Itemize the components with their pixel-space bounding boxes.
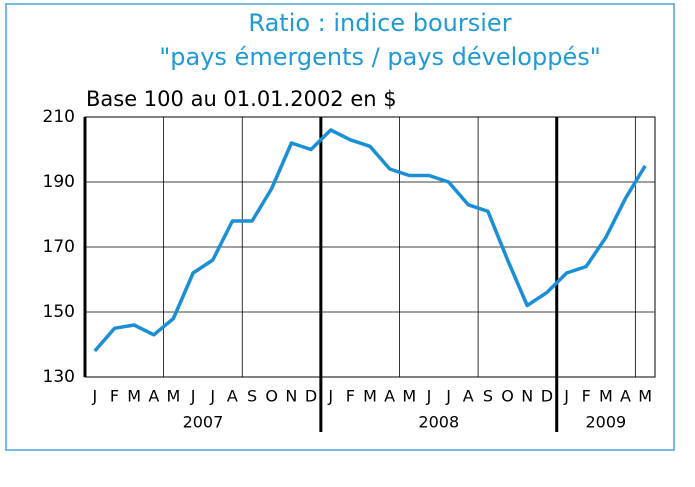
x-tick-label: D <box>305 387 317 406</box>
x-tick-label: O <box>501 387 514 406</box>
x-tick-label: J <box>91 387 97 406</box>
group-label: 2008 <box>418 413 459 432</box>
x-tick-label: J <box>327 387 333 406</box>
x-tick-label: D <box>541 387 553 406</box>
x-tick-label: O <box>265 387 278 406</box>
x-tick-label: M <box>402 387 416 406</box>
x-tick-label: F <box>582 387 591 406</box>
x-tick-label: M <box>167 387 181 406</box>
x-tick-label: A <box>384 387 395 406</box>
y-tick-label: 170 <box>43 237 75 257</box>
x-tick-label: M <box>599 387 613 406</box>
x-tick-label: A <box>227 387 238 406</box>
x-tick-label: S <box>247 387 257 406</box>
x-tick-label: S <box>483 387 493 406</box>
y-tick-label: 130 <box>43 367 75 387</box>
x-tick-label: A <box>620 387 631 406</box>
x-tick-label: J <box>563 387 569 406</box>
x-tick-label: J <box>190 387 196 406</box>
chart-title: Ratio : indice boursier <box>248 9 511 37</box>
x-tick-label: N <box>285 387 297 406</box>
x-tick-label: N <box>521 387 533 406</box>
y-tick-label: 150 <box>43 302 75 322</box>
x-tick-label: A <box>463 387 474 406</box>
x-tick-label: J <box>209 387 215 406</box>
frame <box>5 3 675 451</box>
y-tick-label: 190 <box>43 172 75 192</box>
x-tick-label: F <box>110 387 119 406</box>
x-tick-label: M <box>363 387 377 406</box>
chart-subtitle: Base 100 au 01.01.2002 en $ <box>86 87 397 111</box>
data-line <box>93 128 647 353</box>
group-label: 2009 <box>586 413 627 432</box>
x-tick-label: M <box>638 387 652 406</box>
y-tick-label: 210 <box>43 107 75 127</box>
group-label: 2007 <box>183 413 224 432</box>
x-tick-label: F <box>346 387 355 406</box>
chart-title: "pays émergents / pays développés" <box>159 43 601 71</box>
x-tick-label: A <box>148 387 159 406</box>
x-tick-label: M <box>127 387 141 406</box>
x-tick-label: J <box>445 387 451 406</box>
x-tick-label: J <box>426 387 432 406</box>
